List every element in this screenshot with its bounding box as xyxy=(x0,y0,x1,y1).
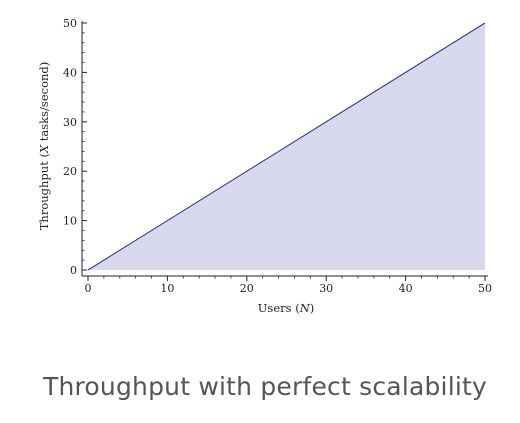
y-axis-title: Throughput (X tasks/second) xyxy=(37,62,51,231)
plot-area xyxy=(87,22,486,271)
x-tick-label: 50 xyxy=(478,282,492,295)
y-axis-ticks: 0 10 20 30 40 50 xyxy=(63,17,87,277)
x-tick-label: 30 xyxy=(319,282,333,295)
y-tick-label: 10 xyxy=(63,215,77,228)
series-line xyxy=(87,22,486,271)
y-tick-label: 40 xyxy=(63,66,77,79)
axes xyxy=(81,21,488,277)
x-tick-label: 20 xyxy=(240,282,254,295)
y-tick-label: 50 xyxy=(63,17,77,30)
y-tick-label: 0 xyxy=(70,264,77,277)
figure-caption: Throughput with perfect scalability xyxy=(42,372,487,401)
x-axis-ticks: 0 10 20 30 40 50 xyxy=(85,276,492,295)
y-tick-label: 20 xyxy=(63,165,77,178)
x-tick-label: 10 xyxy=(160,282,174,295)
x-tick-label: 40 xyxy=(399,282,413,295)
x-axis-title: Users (N) xyxy=(258,301,315,315)
y-tick-label: 30 xyxy=(63,116,77,129)
chart-figure: 0 10 20 30 40 50 0 10 20 30 40 50 Users (N) Throug… xyxy=(37,17,492,315)
x-tick-label: 0 xyxy=(85,282,92,295)
